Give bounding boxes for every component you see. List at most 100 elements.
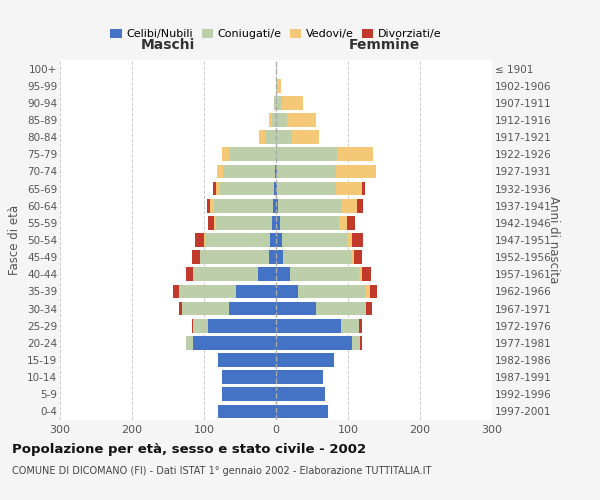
Bar [269, 250, 276, 264]
Bar [283, 250, 352, 264]
Bar [276, 336, 352, 349]
Bar [282, 233, 347, 247]
Bar [276, 113, 287, 127]
Bar [274, 96, 276, 110]
Bar [207, 199, 211, 212]
Bar [352, 250, 354, 264]
Bar [179, 284, 236, 298]
Bar [316, 302, 366, 316]
Bar [359, 319, 362, 332]
Bar [214, 199, 273, 212]
Bar [276, 404, 328, 418]
Bar [222, 370, 276, 384]
Text: Femmine: Femmine [349, 38, 419, 52]
Bar [276, 284, 298, 298]
Bar [269, 113, 272, 127]
Bar [259, 130, 265, 144]
Bar [360, 336, 362, 349]
Bar [354, 250, 362, 264]
Bar [276, 199, 278, 212]
Bar [220, 182, 274, 196]
Bar [276, 79, 277, 92]
Bar [337, 164, 376, 178]
Bar [193, 319, 208, 332]
Bar [214, 216, 215, 230]
Bar [276, 164, 277, 178]
Bar [196, 233, 204, 247]
Bar [217, 164, 223, 178]
Bar [276, 353, 334, 367]
Bar [337, 148, 373, 161]
Bar [216, 182, 220, 196]
Text: Maschi: Maschi [141, 38, 195, 52]
Text: COMUNE DI DICOMANO (FI) - Dati ISTAT 1° gennaio 2002 - Elaborazione TUTTITALIA.I: COMUNE DI DICOMANO (FI) - Dati ISTAT 1° … [12, 466, 431, 476]
Bar [341, 199, 358, 212]
Bar [274, 182, 276, 196]
Bar [276, 96, 282, 110]
Bar [222, 388, 276, 401]
Bar [347, 233, 352, 247]
Bar [370, 284, 377, 298]
Bar [276, 182, 277, 196]
Y-axis label: Anni di nascita: Anni di nascita [547, 196, 560, 284]
Bar [212, 182, 216, 196]
Bar [211, 199, 214, 212]
Bar [270, 233, 276, 247]
Bar [182, 302, 229, 316]
Bar [352, 336, 360, 349]
Bar [229, 148, 276, 161]
Bar [347, 216, 355, 230]
Bar [186, 268, 193, 281]
Bar [218, 404, 276, 418]
Y-axis label: Fasce di età: Fasce di età [8, 205, 22, 275]
Bar [276, 370, 323, 384]
Bar [173, 284, 179, 298]
Bar [229, 302, 276, 316]
Bar [276, 233, 282, 247]
Bar [273, 199, 276, 212]
Bar [362, 268, 371, 281]
Bar [366, 284, 370, 298]
Bar [276, 388, 325, 401]
Bar [193, 268, 258, 281]
Bar [287, 113, 316, 127]
Bar [276, 250, 283, 264]
Bar [222, 148, 229, 161]
Bar [215, 216, 272, 230]
Bar [359, 268, 362, 281]
Bar [278, 199, 341, 212]
Bar [340, 216, 347, 230]
Bar [366, 302, 372, 316]
Bar [179, 302, 182, 316]
Bar [192, 319, 193, 332]
Bar [358, 199, 363, 212]
Bar [276, 216, 280, 230]
Bar [204, 233, 205, 247]
Bar [236, 284, 276, 298]
Bar [258, 268, 276, 281]
Bar [272, 216, 276, 230]
Bar [298, 284, 366, 298]
Bar [205, 233, 270, 247]
Bar [292, 130, 319, 144]
Bar [277, 182, 337, 196]
Bar [362, 182, 365, 196]
Bar [272, 113, 276, 127]
Bar [186, 336, 193, 349]
Bar [337, 182, 362, 196]
Bar [352, 233, 363, 247]
Bar [218, 353, 276, 367]
Text: Popolazione per età, sesso e stato civile - 2002: Popolazione per età, sesso e stato civil… [12, 442, 366, 456]
Bar [208, 216, 214, 230]
Bar [265, 130, 276, 144]
Bar [193, 336, 276, 349]
Bar [208, 319, 276, 332]
Bar [192, 250, 200, 264]
Bar [290, 268, 359, 281]
Bar [276, 319, 341, 332]
Bar [277, 164, 337, 178]
Bar [280, 216, 340, 230]
Bar [282, 96, 304, 110]
Bar [276, 130, 292, 144]
Bar [277, 79, 281, 92]
